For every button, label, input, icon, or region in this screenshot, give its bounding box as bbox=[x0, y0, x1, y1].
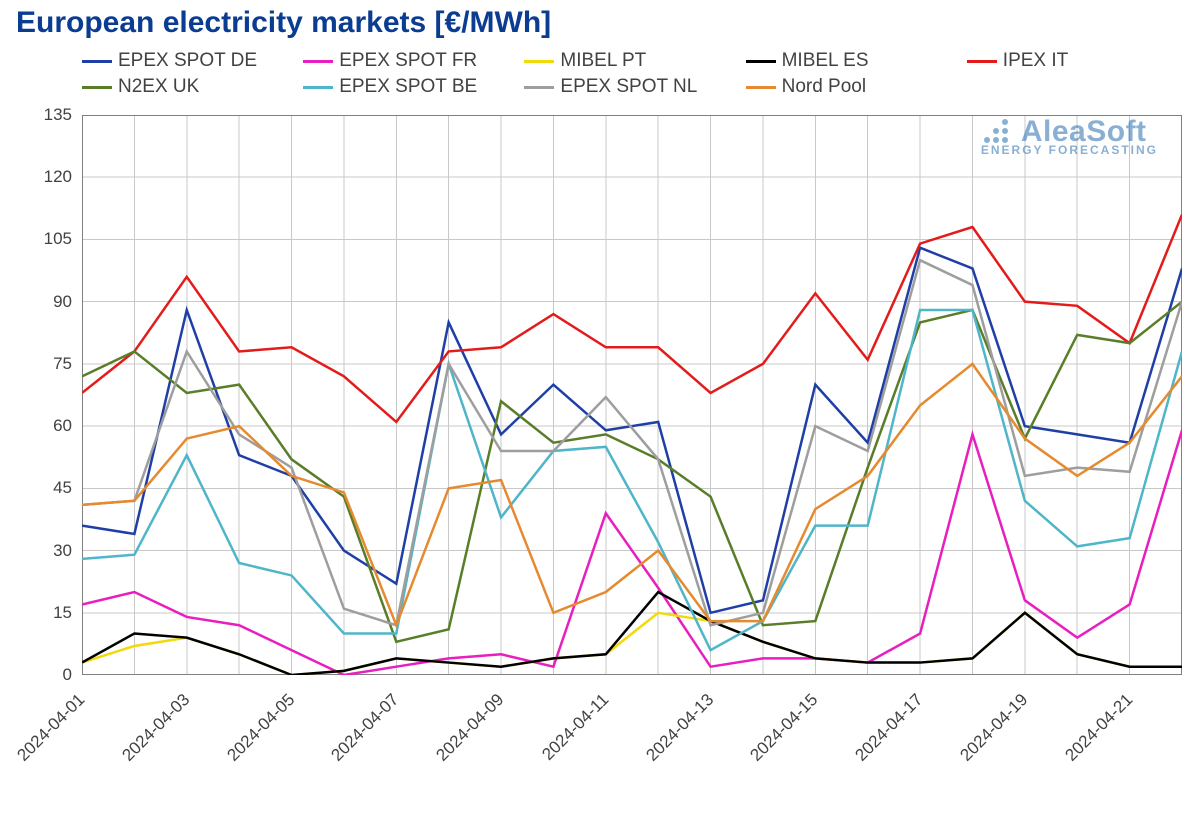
y-tick-label: 105 bbox=[0, 229, 72, 249]
legend-item: N2EX UK bbox=[82, 76, 295, 98]
legend-item: MIBEL PT bbox=[524, 50, 737, 72]
x-tick-label: 2024-04-05 bbox=[207, 690, 299, 782]
legend-swatch bbox=[524, 60, 554, 63]
legend: EPEX SPOT DE EPEX SPOT FR MIBEL PT MIBEL ES… bbox=[82, 50, 1180, 98]
x-tick-label: 2024-04-07 bbox=[311, 690, 403, 782]
legend-label: N2EX UK bbox=[118, 76, 199, 98]
legend-swatch bbox=[82, 86, 112, 89]
legend-swatch bbox=[967, 60, 997, 63]
legend-item: MIBEL ES bbox=[746, 50, 959, 72]
y-tick-label: 60 bbox=[0, 416, 72, 436]
plot-area: AleaSoft ENERGY FORECASTING bbox=[82, 115, 1182, 675]
x-tick-label: 2024-04-13 bbox=[626, 690, 718, 782]
x-tick-label: 2024-04-03 bbox=[102, 690, 194, 782]
legend-item: EPEX SPOT DE bbox=[82, 50, 295, 72]
x-tick-label: 2024-04-21 bbox=[1045, 690, 1137, 782]
legend-label: EPEX SPOT DE bbox=[118, 50, 257, 72]
legend-label: Nord Pool bbox=[782, 76, 867, 98]
x-tick-label: 2024-04-11 bbox=[521, 690, 613, 782]
legend-item: EPEX SPOT FR bbox=[303, 50, 516, 72]
legend-item: EPEX SPOT NL bbox=[524, 76, 737, 98]
legend-label: IPEX IT bbox=[1003, 50, 1068, 72]
legend-label: EPEX SPOT BE bbox=[339, 76, 477, 98]
legend-swatch bbox=[746, 86, 776, 89]
x-tick-label: 2024-04-01 bbox=[0, 690, 89, 782]
legend-item: EPEX SPOT BE bbox=[303, 76, 516, 98]
legend-swatch bbox=[82, 60, 112, 63]
y-tick-label: 0 bbox=[0, 665, 72, 685]
y-tick-label: 15 bbox=[0, 603, 72, 623]
legend-label: MIBEL ES bbox=[782, 50, 869, 72]
electricity-markets-line-chart: European electricity markets [€/MWh] EPE… bbox=[0, 0, 1200, 836]
x-tick-label: 2024-04-17 bbox=[835, 690, 927, 782]
x-tick-label: 2024-04-15 bbox=[730, 690, 822, 782]
y-tick-label: 45 bbox=[0, 478, 72, 498]
y-tick-label: 75 bbox=[0, 354, 72, 374]
legend-item: IPEX IT bbox=[967, 50, 1180, 72]
legend-swatch bbox=[303, 86, 333, 89]
legend-label: EPEX SPOT FR bbox=[339, 50, 477, 72]
y-tick-label: 30 bbox=[0, 541, 72, 561]
legend-label: MIBEL PT bbox=[560, 50, 646, 72]
legend-swatch bbox=[303, 60, 333, 63]
x-tick-label: 2024-04-09 bbox=[416, 690, 508, 782]
chart-svg bbox=[82, 115, 1182, 675]
chart-title: European electricity markets [€/MWh] bbox=[16, 6, 551, 40]
x-tick-label: 2024-04-19 bbox=[940, 690, 1032, 782]
legend-item: Nord Pool bbox=[746, 76, 959, 98]
y-tick-label: 135 bbox=[0, 105, 72, 125]
y-tick-label: 90 bbox=[0, 292, 72, 312]
y-tick-label: 120 bbox=[0, 167, 72, 187]
legend-label: EPEX SPOT NL bbox=[560, 76, 697, 98]
legend-swatch bbox=[524, 86, 554, 89]
legend-swatch bbox=[746, 60, 776, 63]
